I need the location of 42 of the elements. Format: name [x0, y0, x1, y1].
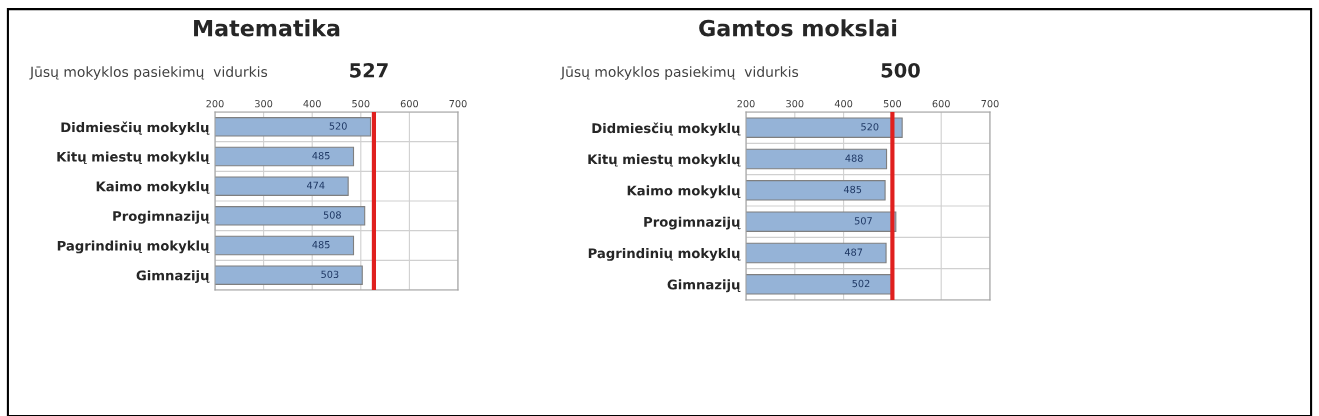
y-tick-label: Gimnazijų	[667, 279, 741, 293]
y-tick-label: Didmiesčių mokyklų	[61, 121, 210, 135]
chart-title: Matematika	[194, 19, 340, 37]
data-label: 520	[329, 122, 347, 130]
data-label: 485	[312, 240, 330, 249]
x-tick-label: 500	[883, 99, 902, 108]
ref-line-label: 527	[350, 62, 388, 78]
x-tick-label: 300	[255, 99, 273, 108]
y-tick-label: Progimnazijų	[644, 216, 741, 230]
data-label: 487	[844, 248, 863, 256]
x-tick-label: 700	[449, 99, 467, 108]
data-label: 485	[843, 185, 862, 194]
x-tick-label: 600	[400, 99, 419, 108]
y-tick-label: Kitų miestų mokyklų	[588, 153, 741, 167]
y-tick-label: Gimnazijų	[136, 270, 210, 284]
x-tick-label: 300	[786, 99, 804, 108]
y-tick-label: Kitų miestų mokyklų	[57, 151, 210, 165]
x-tick-label: 400	[303, 99, 321, 108]
y-tick-label: Pagrindinių mokyklų	[57, 240, 210, 254]
x-tick-label: 500	[352, 99, 370, 108]
data-label: 474	[306, 181, 325, 189]
x-tick-label: 700	[981, 99, 999, 108]
data-label: 520	[861, 123, 879, 131]
data-label: 503	[321, 270, 339, 278]
x-tick-label: 200	[206, 99, 224, 108]
chart-subtitle: Jūsų mokyklos pasiekimų vidurkis	[560, 66, 799, 80]
data-label: 508	[323, 211, 341, 219]
data-label: 485	[312, 151, 330, 160]
chart-subtitle: Jūsų mokyklos pasiekimų vidurkis	[29, 66, 268, 80]
data-label: 488	[845, 154, 863, 162]
y-tick-label: Didmiesčių mokyklų	[592, 122, 741, 136]
y-tick-label: Kaimo mokyklų	[627, 185, 741, 199]
data-label: 507	[854, 217, 872, 225]
x-tick-label: 200	[737, 99, 755, 108]
ref-line-label: 500	[881, 62, 920, 78]
y-tick-label: Pagrindinių mokyklų	[588, 247, 741, 261]
data-label: 502	[852, 279, 870, 288]
x-tick-label: 600	[932, 99, 950, 108]
y-tick-label: Progimnazijų	[113, 210, 210, 224]
x-tick-label: 400	[834, 99, 853, 108]
y-tick-label: Kaimo mokyklų	[96, 181, 210, 195]
chart-title: Gamtos mokslai	[699, 19, 897, 37]
